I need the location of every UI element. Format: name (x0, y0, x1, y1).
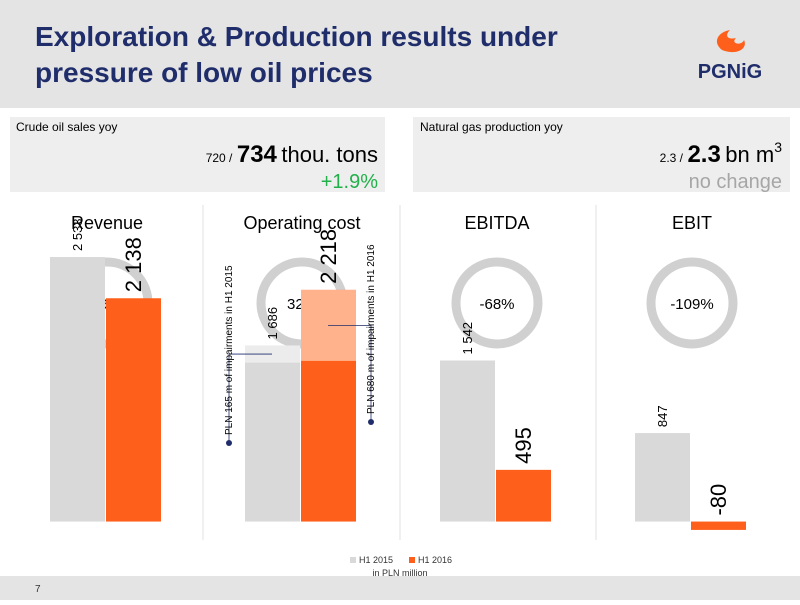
annotation-dot (368, 419, 374, 425)
kpi-current: 2.3 (687, 141, 720, 168)
value-label: 2 138 (121, 237, 146, 292)
kpi-current: 734 (237, 141, 278, 168)
value-label: 1 542 (460, 322, 475, 355)
value-label: -80 (706, 484, 731, 516)
bar (440, 360, 495, 522)
bar (496, 469, 551, 522)
bar (50, 256, 105, 522)
chart-title: EBIT (672, 213, 712, 233)
legend-swatch (409, 557, 415, 563)
annotation: PLN 680 m of impairments in H1 2016 (366, 244, 377, 414)
impairment-segment (245, 345, 300, 363)
kpi-change: no change (689, 171, 782, 193)
legend-note: in PLN million (372, 568, 427, 578)
kpi-previous: 2.3 / (660, 151, 684, 165)
kpi-label: Crude oil sales yoy (16, 120, 117, 134)
annotation-connector (228, 353, 272, 443)
chart-title: EBITDA (464, 213, 529, 233)
kpi-change: +1.9% (321, 171, 378, 193)
legend-label: H1 2016 (418, 555, 452, 565)
logo-flame (716, 30, 745, 53)
change-ring (451, 257, 543, 349)
kpi-box (413, 117, 790, 192)
change-ring (646, 257, 738, 349)
annotation: PLN 165 m of impairments in H1 2015 (224, 265, 235, 435)
kpi-unit-sup: 3 (774, 139, 782, 155)
kpi-unit: bn m (725, 142, 774, 167)
kpi-unit: thou. tons (281, 142, 378, 167)
value-label: 1 686 (265, 307, 280, 340)
value-label: 2 218 (316, 229, 341, 284)
chart-title: Revenue (71, 213, 143, 233)
bar (245, 345, 300, 522)
change-label: -109% (670, 296, 713, 313)
title-line: Exploration & Production results under (35, 21, 558, 52)
page-number: 7 (35, 584, 41, 595)
kpi-value: 720 / 734 thou. tons (206, 141, 378, 168)
bar (635, 433, 690, 522)
legend-swatch (350, 557, 356, 563)
kpi-previous: 720 / (206, 151, 233, 165)
legend-label: H1 2015 (359, 555, 393, 565)
kpi-box (10, 117, 385, 192)
annotation-connector (328, 325, 372, 422)
value-label: 495 (511, 427, 536, 464)
footer-band (0, 576, 800, 600)
value-label: 2 533 (70, 218, 85, 251)
header-band (0, 0, 800, 108)
annotation-dot (226, 440, 232, 446)
bar (106, 298, 161, 522)
kpi-label: Natural gas production yoy (420, 120, 563, 134)
value-label: 847 (655, 405, 670, 427)
title-line: pressure of low oil prices (35, 57, 373, 88)
kpi-value: 2.3 / 2.3 bn m3 (660, 139, 783, 168)
logo: PGNiG (698, 61, 762, 83)
bar (691, 521, 746, 530)
chart-title: Operating cost (243, 213, 360, 233)
change-label: -68% (479, 296, 514, 313)
